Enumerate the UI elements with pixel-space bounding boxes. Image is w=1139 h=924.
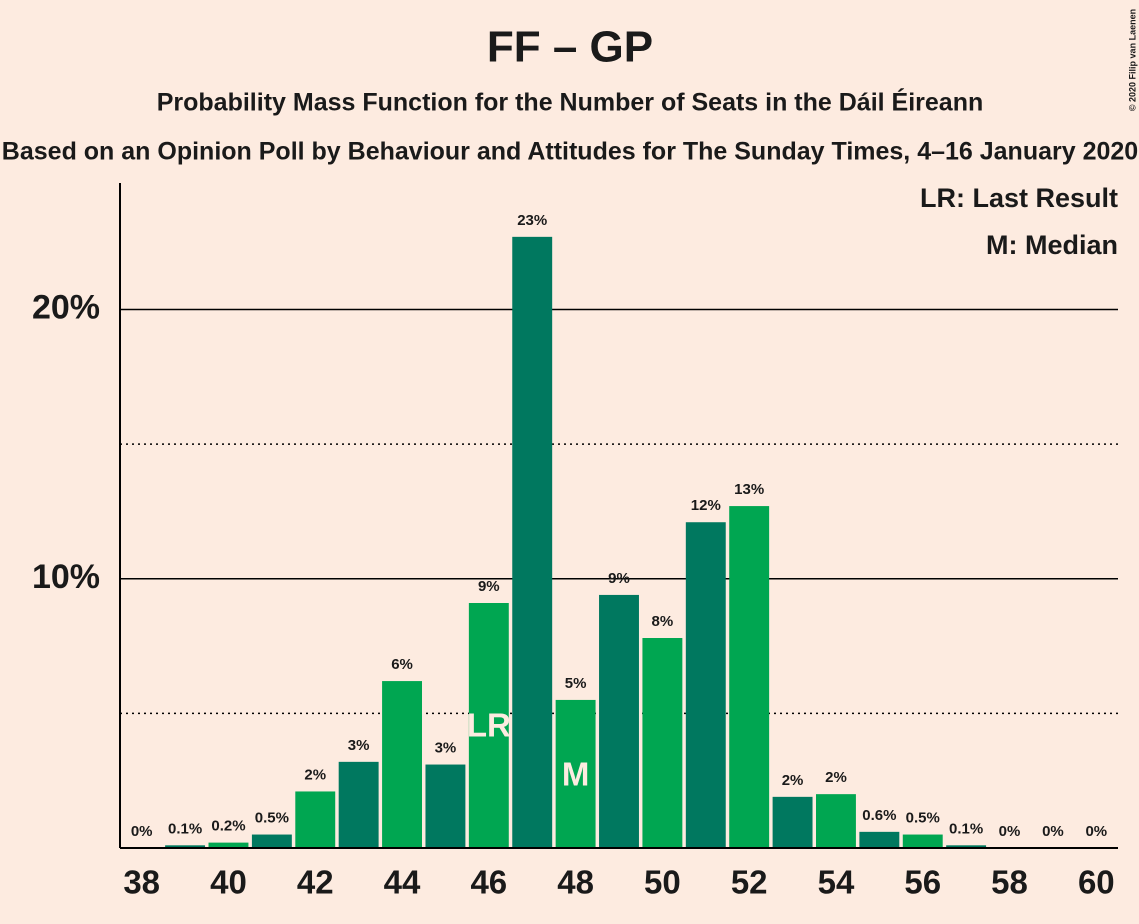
bar — [815, 794, 856, 848]
x-tick-label: 52 — [731, 864, 768, 901]
value-label: 2% — [825, 769, 847, 786]
value-label: 0% — [999, 823, 1021, 840]
value-label: 0.2% — [211, 818, 245, 835]
value-label: 13% — [734, 481, 764, 498]
bar — [468, 603, 509, 848]
bar — [165, 845, 206, 848]
value-label: 8% — [652, 613, 674, 630]
x-tick-label: 50 — [644, 864, 681, 901]
bar — [859, 831, 900, 848]
value-label: 9% — [608, 570, 630, 587]
bar — [382, 681, 423, 848]
x-tick-label: 42 — [297, 864, 334, 901]
value-label: 0.6% — [862, 807, 896, 824]
value-label: 2% — [304, 766, 326, 783]
bar — [946, 845, 987, 848]
value-label: 0% — [1042, 823, 1064, 840]
value-label: 2% — [782, 772, 804, 789]
y-tick-label: 10% — [32, 558, 100, 596]
x-tick-label: 40 — [210, 864, 247, 901]
bar — [772, 796, 813, 848]
x-tick-label: 58 — [991, 864, 1028, 901]
value-label: 0.5% — [255, 810, 289, 827]
x-tick-label: 46 — [470, 864, 507, 901]
legend-entry: M: Median — [986, 230, 1118, 260]
value-label: 0% — [131, 823, 153, 840]
bar — [729, 506, 770, 848]
bar — [599, 594, 639, 848]
bar — [208, 842, 249, 848]
x-tick-label: 44 — [384, 864, 421, 901]
value-label: 9% — [478, 578, 500, 595]
bar — [555, 699, 596, 848]
value-label: 3% — [348, 737, 370, 754]
bar — [902, 834, 943, 848]
chart-subtitle: Probability Mass Function for the Number… — [157, 88, 984, 117]
x-tick-label: 38 — [123, 864, 160, 901]
value-label: 0.1% — [949, 820, 983, 837]
copyright: © 2020 Filip van Laenen — [1127, 9, 1137, 111]
bar — [251, 834, 292, 848]
chart-subtitle: Based on an Opinion Poll by Behaviour an… — [2, 138, 1138, 166]
value-label: 5% — [565, 675, 587, 692]
bar — [295, 791, 336, 848]
x-tick-label: 54 — [818, 864, 855, 901]
value-label: 0% — [1085, 823, 1107, 840]
bar — [512, 236, 553, 848]
value-label: 3% — [435, 740, 457, 757]
x-tick-label: 48 — [557, 864, 594, 901]
bar-annotation: LR — [467, 707, 511, 744]
value-label: 6% — [391, 656, 413, 673]
bar-annotation: M — [562, 756, 590, 793]
bar — [685, 522, 726, 848]
bar — [338, 761, 379, 848]
value-label: 23% — [517, 212, 547, 229]
legend-entry: LR: Last Result — [920, 183, 1118, 213]
value-label: 0.1% — [168, 820, 202, 837]
x-tick-label: 60 — [1078, 864, 1115, 901]
bar — [642, 638, 683, 848]
bar — [425, 764, 466, 848]
x-tick-label: 56 — [904, 864, 941, 901]
value-label: 12% — [691, 497, 721, 514]
value-label: 0.5% — [906, 810, 940, 827]
y-tick-label: 20% — [32, 289, 100, 327]
chart-title: FF – GP — [487, 23, 653, 72]
